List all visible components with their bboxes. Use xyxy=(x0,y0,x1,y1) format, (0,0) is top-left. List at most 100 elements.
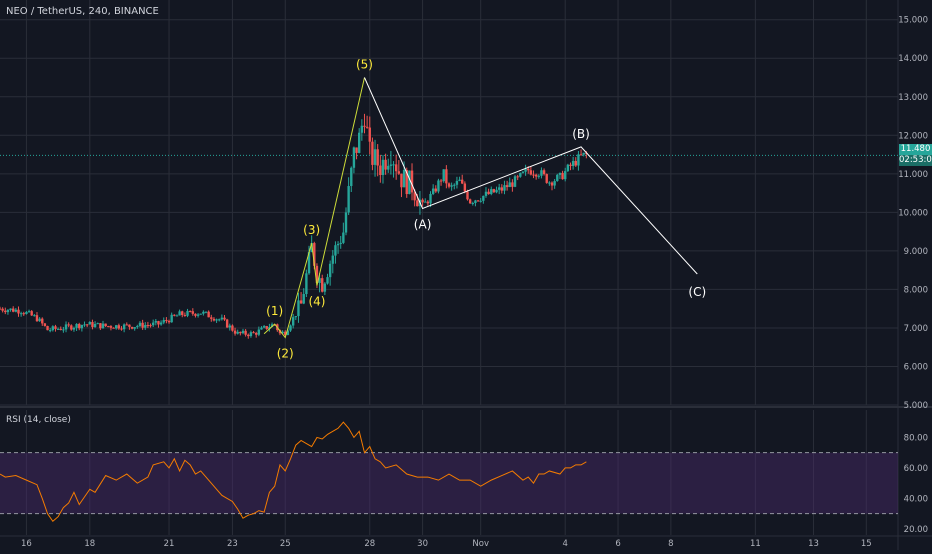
candle-body-88 xyxy=(231,325,234,331)
candle-body-67 xyxy=(175,315,179,317)
candle-body-38 xyxy=(99,323,102,329)
candle-body-135 xyxy=(355,147,358,153)
candle-body-30 xyxy=(78,323,81,329)
x-tick-label-7: Nov xyxy=(472,539,489,549)
price-tick-label-6: 11.000 xyxy=(898,170,928,180)
candle-body-12 xyxy=(30,311,33,316)
candle-body-130 xyxy=(342,232,345,243)
candle-body-13 xyxy=(33,315,36,317)
candle-body-25 xyxy=(64,324,68,330)
candle-body-143 xyxy=(376,149,379,166)
candle-body-179 xyxy=(471,203,474,205)
candle-body-126 xyxy=(331,255,334,264)
candle-body-65 xyxy=(170,314,173,323)
candle-body-171 xyxy=(450,185,453,187)
x-tick-label-3: 23 xyxy=(227,539,238,549)
rsi-band-fill xyxy=(0,452,898,514)
candle-body-163 xyxy=(429,193,432,204)
candle-body-198 xyxy=(521,171,525,173)
wave-label-4: (5) xyxy=(356,58,373,72)
candle-body-185 xyxy=(487,191,490,195)
candle-body-186 xyxy=(490,189,493,195)
candle-body-80 xyxy=(210,317,213,319)
candle-body-108 xyxy=(284,331,287,335)
candle-body-184 xyxy=(484,191,488,196)
price-tick-label-8: 13.000 xyxy=(898,93,928,103)
candle-body-117 xyxy=(307,252,311,274)
candle-body-120 xyxy=(315,265,319,283)
candle-body-209 xyxy=(550,182,554,186)
candle-body-28 xyxy=(72,327,76,330)
candle-body-39 xyxy=(101,323,105,329)
candle-body-169 xyxy=(445,169,448,184)
candle-body-141 xyxy=(371,141,374,165)
candle-body-82 xyxy=(215,319,218,321)
price-tick-label-9: 14.000 xyxy=(898,54,928,64)
candle-body-148 xyxy=(389,164,393,166)
candle-body-69 xyxy=(181,311,184,315)
candle-body-46 xyxy=(120,328,123,330)
candle-body-144 xyxy=(379,165,382,176)
candle-body-145 xyxy=(381,159,385,176)
countdown-tag: 02:53:04 xyxy=(899,155,932,166)
axes: 5.000 6.000 7.000 8.000 9.000 10.000 11.000 12.… xyxy=(21,16,928,549)
candles xyxy=(0,113,588,339)
candle-body-109 xyxy=(286,330,290,335)
candle-body-57 xyxy=(149,325,152,327)
candle-body-110 xyxy=(289,325,292,331)
candle-body-94 xyxy=(247,334,250,337)
candle-body-172 xyxy=(453,184,456,186)
price-tick-label-0: 5.000 xyxy=(904,401,928,411)
candle-body-35 xyxy=(91,321,94,328)
candle-body-102 xyxy=(268,327,271,329)
candle-body-93 xyxy=(244,330,247,335)
candle-body-220 xyxy=(579,154,583,156)
candle-body-213 xyxy=(561,172,564,180)
candle-body-157 xyxy=(413,192,416,201)
candle-body-87 xyxy=(228,325,231,328)
candle-body-115 xyxy=(302,294,305,304)
candle-body-83 xyxy=(218,319,221,321)
candle-body-34 xyxy=(88,321,91,325)
candle-body-197 xyxy=(519,172,522,177)
candle-body-14 xyxy=(35,315,39,322)
candle-body-66 xyxy=(173,314,176,316)
candle-body-207 xyxy=(545,174,548,183)
candle-body-86 xyxy=(225,319,229,328)
candle-body-17 xyxy=(43,323,47,326)
x-tick-label-4: 25 xyxy=(280,539,291,549)
candle-body-205 xyxy=(540,170,543,176)
candle-body-212 xyxy=(558,172,562,175)
candle-body-158 xyxy=(416,200,419,207)
candle-body-132 xyxy=(347,186,350,213)
candle-body-22 xyxy=(56,328,60,330)
candle-body-203 xyxy=(534,174,538,177)
candle-body-156 xyxy=(410,170,414,193)
candle-body-206 xyxy=(542,170,546,175)
candle-body-214 xyxy=(564,171,567,180)
candle-body-140 xyxy=(368,127,371,142)
wave-label-1: (2) xyxy=(277,347,294,361)
last-price-tag: 11.480 xyxy=(899,144,932,155)
candle-body-123 xyxy=(323,283,327,292)
candle-body-76 xyxy=(199,313,202,315)
x-tick-label-12: 13 xyxy=(808,539,819,549)
candle-body-100 xyxy=(262,326,266,328)
candle-body-26 xyxy=(67,324,70,326)
candle-body-173 xyxy=(455,180,459,185)
candle-body-176 xyxy=(463,183,467,192)
candle-body-161 xyxy=(424,201,427,203)
candle-body-84 xyxy=(220,317,224,320)
x-tick-label-1: 18 xyxy=(84,539,95,549)
candle-body-41 xyxy=(107,326,110,328)
candle-body-54 xyxy=(141,322,144,328)
x-tick-label-11: 11 xyxy=(750,539,761,549)
candle-body-21 xyxy=(54,326,57,329)
rsi-tick-label-1: 40.00 xyxy=(904,494,928,504)
candle-body-98 xyxy=(257,329,261,335)
candle-body-20 xyxy=(51,326,55,331)
candle-body-128 xyxy=(336,243,340,246)
candle-body-0 xyxy=(0,308,2,310)
candle-body-160 xyxy=(421,199,424,203)
candle-body-78 xyxy=(204,311,208,313)
